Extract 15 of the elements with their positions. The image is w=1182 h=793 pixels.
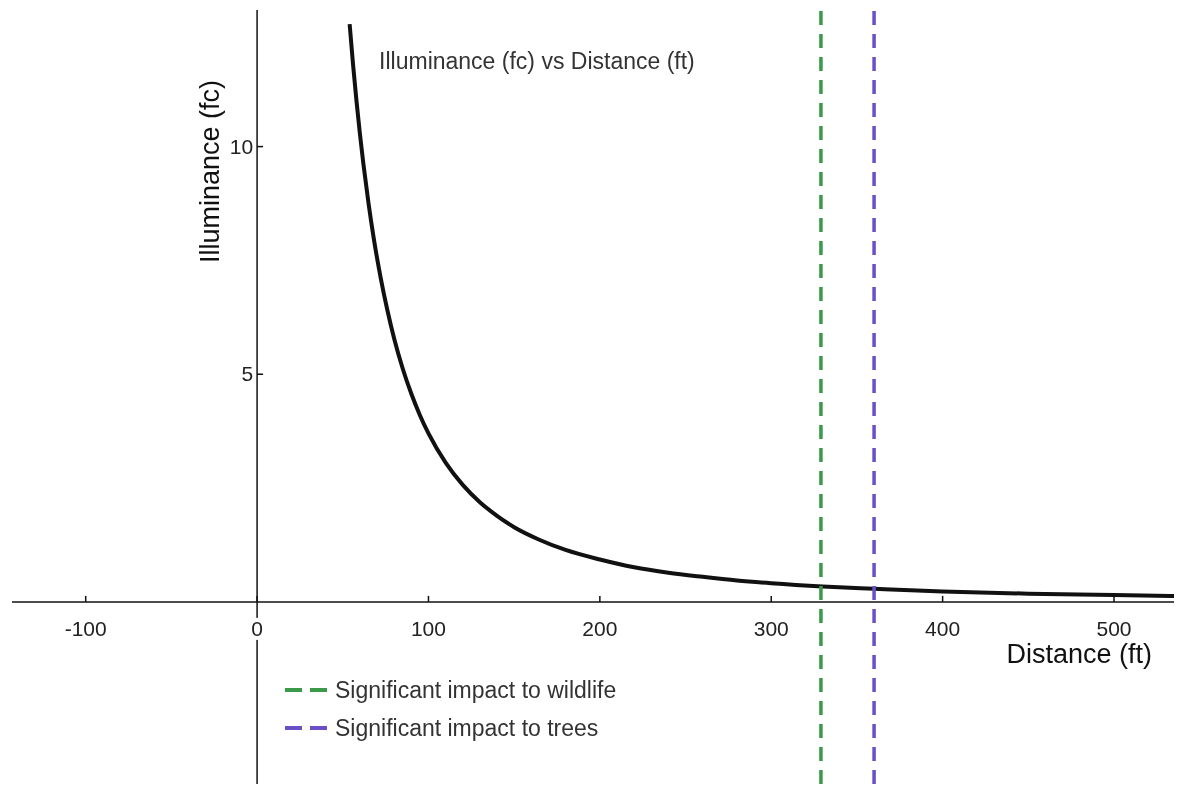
legend-label: Significant impact to wildlife: [335, 676, 617, 703]
x-axis-title: Distance (ft): [1006, 638, 1152, 670]
legend-label: Significant impact to trees: [335, 714, 599, 741]
x-tick-label: 400: [925, 616, 961, 640]
y-tick-label: 10: [229, 134, 254, 158]
x-tick-label: 0: [251, 616, 263, 640]
text: Illuminance (fc) vs Distance (ft): [379, 48, 695, 75]
x-tick-label: 500: [1096, 616, 1132, 640]
y-tick-label: 5: [241, 362, 254, 386]
line-series: [347, 22, 1174, 598]
x-tick-label: -100: [64, 616, 107, 640]
y-axis-title: Illuminance (fc): [195, 79, 227, 263]
x-tick-label: 300: [753, 616, 789, 640]
x-tick-label: 100: [410, 616, 446, 640]
x-tick-label: 200: [582, 616, 618, 640]
